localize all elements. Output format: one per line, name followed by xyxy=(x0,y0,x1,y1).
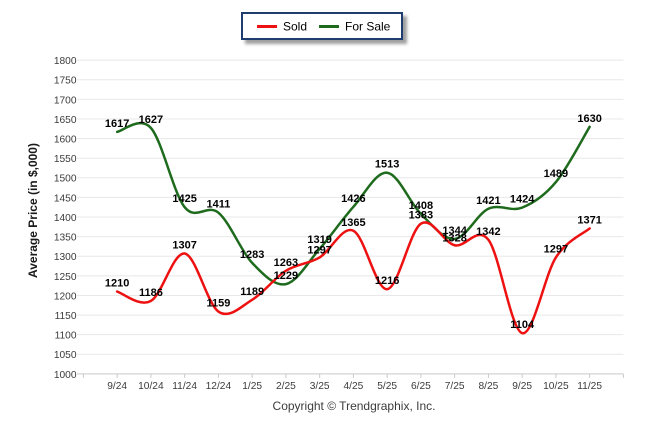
svg-text:1159: 1159 xyxy=(206,298,230,310)
svg-text:1650: 1650 xyxy=(54,115,77,126)
svg-text:1229: 1229 xyxy=(274,270,298,282)
svg-text:1425: 1425 xyxy=(172,193,196,205)
svg-text:7/25: 7/25 xyxy=(445,381,465,392)
svg-text:Average Price (in $,000): Average Price (in $,000) xyxy=(26,143,40,278)
svg-text:1344: 1344 xyxy=(442,225,467,237)
svg-text:1216: 1216 xyxy=(375,275,399,287)
svg-text:1210: 1210 xyxy=(105,278,129,290)
svg-text:1/25: 1/25 xyxy=(242,381,262,392)
svg-text:1283: 1283 xyxy=(240,249,264,261)
svg-text:1350: 1350 xyxy=(54,233,77,244)
svg-text:1513: 1513 xyxy=(375,159,399,171)
svg-text:1371: 1371 xyxy=(577,214,601,226)
svg-text:1630: 1630 xyxy=(577,113,601,125)
svg-text:12/24: 12/24 xyxy=(206,381,232,392)
svg-text:1263: 1263 xyxy=(274,257,298,269)
svg-text:1617: 1617 xyxy=(105,118,129,130)
svg-text:1800: 1800 xyxy=(54,56,77,67)
svg-text:9/25: 9/25 xyxy=(512,381,532,392)
svg-text:1408: 1408 xyxy=(409,200,433,212)
svg-text:1250: 1250 xyxy=(54,272,77,283)
svg-text:11/25: 11/25 xyxy=(577,381,602,392)
svg-text:1600: 1600 xyxy=(54,134,77,145)
svg-text:1489: 1489 xyxy=(544,168,568,180)
svg-text:11/24: 11/24 xyxy=(172,381,197,392)
svg-text:Sold: Sold xyxy=(283,20,307,34)
svg-text:1700: 1700 xyxy=(54,95,77,106)
svg-text:1328: 1328 xyxy=(442,233,466,245)
svg-text:1411: 1411 xyxy=(206,199,230,211)
svg-text:1150: 1150 xyxy=(55,311,77,322)
svg-text:1500: 1500 xyxy=(54,174,77,185)
svg-text:1365: 1365 xyxy=(341,217,365,229)
svg-text:1307: 1307 xyxy=(172,239,196,251)
svg-text:1000: 1000 xyxy=(54,370,77,381)
svg-text:1100: 1100 xyxy=(55,331,77,342)
svg-text:Copyright © Trendgraphix, Inc.: Copyright © Trendgraphix, Inc. xyxy=(273,399,436,413)
svg-text:1297: 1297 xyxy=(544,243,568,255)
svg-text:10/24: 10/24 xyxy=(138,381,164,392)
svg-text:1750: 1750 xyxy=(54,76,77,87)
svg-text:1300: 1300 xyxy=(54,252,77,263)
svg-text:1627: 1627 xyxy=(139,114,163,126)
svg-text:1400: 1400 xyxy=(54,213,77,224)
svg-text:1450: 1450 xyxy=(54,193,77,204)
svg-text:1383: 1383 xyxy=(409,210,433,222)
svg-text:9/24: 9/24 xyxy=(107,381,127,392)
svg-text:4/25: 4/25 xyxy=(343,381,363,392)
svg-text:6/25: 6/25 xyxy=(411,381,431,392)
svg-text:1550: 1550 xyxy=(54,154,77,165)
svg-text:2/25: 2/25 xyxy=(276,381,296,392)
svg-text:1342: 1342 xyxy=(476,226,500,238)
svg-text:1186: 1186 xyxy=(139,287,163,299)
svg-text:1104: 1104 xyxy=(510,319,535,331)
svg-text:For Sale: For Sale xyxy=(345,20,391,34)
svg-text:1426: 1426 xyxy=(341,193,365,205)
svg-text:1319: 1319 xyxy=(307,234,331,246)
svg-text:1424: 1424 xyxy=(510,194,535,206)
svg-text:10/25: 10/25 xyxy=(543,381,569,392)
svg-text:1200: 1200 xyxy=(54,291,77,302)
svg-text:1421: 1421 xyxy=(476,195,500,207)
svg-text:1297: 1297 xyxy=(307,244,331,256)
svg-text:5/25: 5/25 xyxy=(377,381,397,392)
svg-text:8/25: 8/25 xyxy=(478,381,498,392)
svg-text:3/25: 3/25 xyxy=(310,381,330,392)
svg-text:1050: 1050 xyxy=(54,350,77,361)
svg-text:1189: 1189 xyxy=(240,286,264,298)
